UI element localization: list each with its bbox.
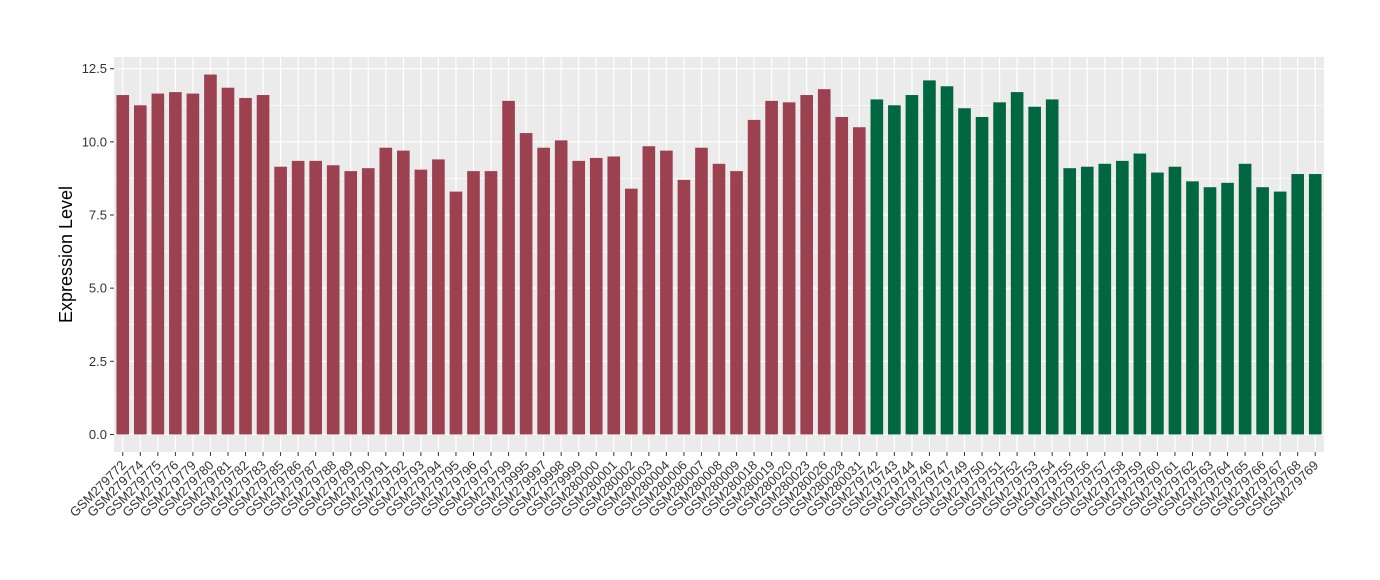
y-tick-label: 10.0	[82, 134, 107, 149]
bar-GSM280006	[677, 179, 691, 435]
y-tick-label: 12.5	[82, 61, 107, 76]
bar-GSM280018	[747, 119, 761, 435]
bar-GSM279769	[1308, 174, 1322, 435]
bar-GSM279744	[905, 95, 919, 435]
bar-GSM279789	[344, 171, 358, 435]
bar-GSM279760	[1151, 172, 1164, 435]
bar-GSM280004	[660, 150, 673, 435]
bar-GSM280003	[642, 146, 656, 435]
y-tick-label: 2.5	[89, 354, 107, 369]
bar-GSM279768	[1291, 174, 1305, 435]
bar-GSM279765	[1238, 163, 1252, 435]
bar-GSM280007	[695, 147, 708, 435]
bar-GSM280008	[712, 163, 726, 435]
bar-GSM279747	[940, 86, 954, 435]
bar-GSM279786	[291, 160, 305, 435]
bar-GSM279742	[870, 99, 884, 435]
x-axis: GSM279772GSM279774GSM279775GSM279776GSM2…	[67, 452, 1321, 520]
bar-GSM279799	[502, 100, 515, 435]
bar-GSM279797	[484, 171, 498, 435]
bar-GSM279754	[1045, 99, 1059, 435]
bar-GSM280028	[835, 116, 849, 435]
bar-GSM279793	[414, 169, 428, 435]
bar-GSM279751	[993, 102, 1006, 435]
bar-GSM279756	[1080, 166, 1094, 435]
bars	[116, 74, 1322, 435]
bar-GSM279783	[256, 95, 270, 435]
bar-GSM279794	[432, 159, 445, 435]
bar-GSM279764	[1221, 182, 1234, 435]
bar-GSM280000	[589, 157, 603, 435]
bar-GSM280026	[817, 89, 831, 435]
y-tick-label: 7.5	[89, 208, 107, 223]
bar-GSM279998	[554, 140, 568, 435]
bar-GSM280020	[782, 102, 796, 435]
bar-GSM279796	[467, 171, 480, 435]
bar-GSM279767	[1273, 191, 1287, 435]
bar-GSM279791	[379, 147, 393, 435]
bar-GSM279775	[151, 93, 165, 435]
bar-GSM279749	[958, 108, 971, 435]
bar-GSM279776	[169, 92, 182, 435]
y-axis: 0.0 2.5 5.0 7.5 10.0 12.5	[82, 61, 114, 442]
bar-GSM279763	[1203, 187, 1217, 435]
bar-GSM279790	[361, 168, 375, 435]
bar-GSM279752	[1010, 92, 1024, 435]
bar-GSM279772	[116, 95, 130, 435]
bar-GSM279761	[1168, 166, 1182, 435]
y-tick-label: 5.0	[89, 281, 107, 296]
bar-GSM279995	[519, 133, 533, 435]
bar-GSM280023	[800, 95, 813, 435]
bar-GSM280031	[852, 127, 866, 435]
bar-GSM279780	[204, 74, 217, 435]
bar-GSM279759	[1133, 153, 1147, 435]
y-tick-label: 0.0	[89, 427, 107, 442]
bar-GSM279746	[923, 80, 936, 435]
bar-GSM279753	[1028, 106, 1041, 435]
y-axis-title: Expression Level	[56, 186, 76, 323]
bar-GSM279750	[975, 116, 989, 435]
bar-GSM279785	[274, 166, 287, 435]
bar-GSM279787	[309, 160, 322, 435]
bar-GSM279781	[221, 87, 235, 435]
bar-GSM279999	[572, 160, 586, 435]
bar-GSM279782	[239, 97, 252, 435]
bar-GSM279997	[537, 147, 550, 435]
bar-GSM279795	[449, 191, 463, 435]
bar-GSM279788	[326, 165, 340, 435]
bar-GSM279792	[397, 150, 410, 435]
bar-GSM279774	[133, 105, 147, 435]
bar-GSM279779	[186, 93, 200, 435]
bar-GSM279755	[1063, 168, 1077, 435]
bar-GSM280001	[607, 156, 621, 435]
bar-GSM279743	[888, 105, 901, 435]
bar-GSM280009	[730, 171, 743, 435]
bar-GSM279757	[1098, 163, 1112, 435]
bar-GSM280002	[625, 188, 638, 435]
bar-GSM279766	[1256, 187, 1269, 435]
bar-GSM280019	[765, 100, 778, 435]
bar-GSM279758	[1116, 160, 1129, 435]
bar-GSM279762	[1186, 181, 1199, 435]
